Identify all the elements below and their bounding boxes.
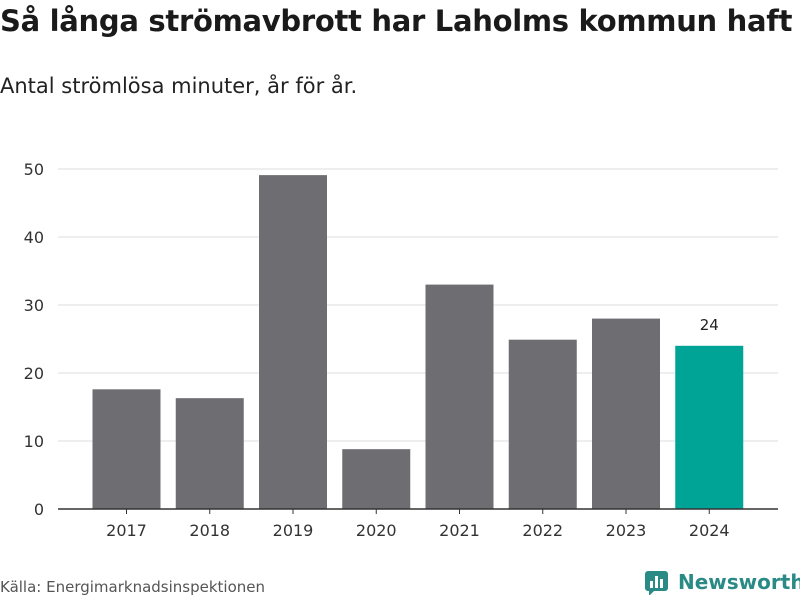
- x-tick-label: 2017: [106, 521, 147, 540]
- x-tick-label: 2022: [522, 521, 563, 540]
- bar-chart: 0 10 20 30 40 50 2017 2018 2019 2020 2021 2022 2023…: [24, 160, 778, 540]
- brand-name: Newsworthy: [678, 570, 800, 594]
- y-tick-label: 0: [34, 500, 44, 519]
- brand-logo: Newsworthy: [644, 569, 800, 595]
- bar-2020: [342, 449, 411, 509]
- x-tick-label: 2021: [439, 521, 480, 540]
- chart-title: Så långa strömavbrott har Laholms kommun…: [0, 4, 793, 38]
- y-tick-label: 30: [24, 296, 44, 315]
- x-tick-label: 2018: [189, 521, 230, 540]
- y-axis: 0 10 20 30 40 50: [24, 160, 44, 519]
- x-axis: 2017 2018 2019 2020 2021 2022 2023 2024: [58, 508, 778, 540]
- bar-2024: [675, 345, 744, 509]
- y-tick-label: 20: [24, 364, 44, 383]
- bars: [92, 175, 744, 509]
- y-tick-label: 40: [24, 228, 44, 247]
- x-tick-label: 2019: [273, 521, 314, 540]
- gridlines: [58, 168, 778, 442]
- x-tick-label: 2024: [689, 521, 730, 540]
- y-tick-label: 50: [24, 160, 44, 179]
- chart-subtitle: Antal strömlösa minuter, år för år.: [0, 74, 358, 98]
- bar-2021: [425, 284, 494, 509]
- bar-2017: [92, 389, 161, 509]
- source-note: Källa: Energimarknadsinspektionen: [0, 578, 266, 596]
- data-label: 24: [700, 316, 719, 334]
- bar-2018: [175, 398, 244, 509]
- bar-2019: [259, 175, 327, 509]
- x-tick-label: 2020: [356, 521, 397, 540]
- bar-2023: [592, 318, 660, 509]
- data-labels: 24: [700, 316, 719, 334]
- newsworthy-logo-icon: [645, 571, 668, 595]
- bar-2022: [508, 339, 577, 509]
- y-tick-label: 10: [24, 432, 44, 451]
- x-tick-label: 2023: [606, 521, 647, 540]
